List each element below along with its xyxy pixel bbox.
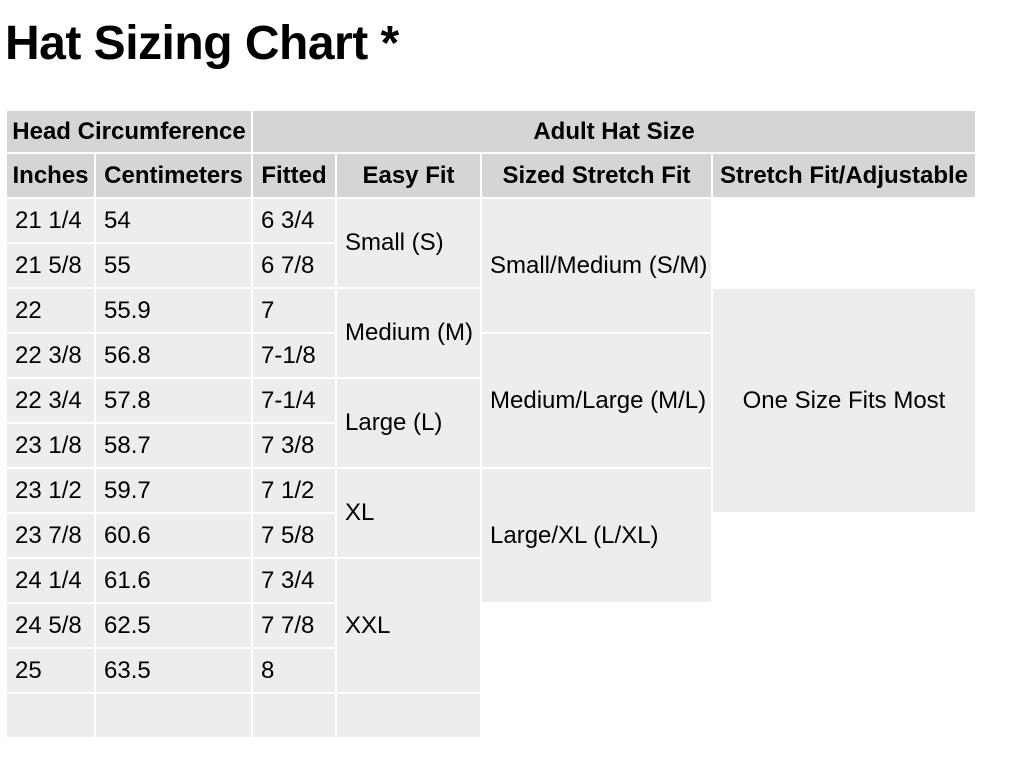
table-row: 21 5/8 55 6 7/8 [7,244,975,287]
table-row: 23 1/8 58.7 7 3/8 [7,424,975,467]
cell-centimeters: 54 [96,199,251,242]
cell-centimeters: 63.5 [96,649,251,692]
cell-easy-fit-xxl: XXL [337,559,480,692]
col-header-sized-stretch-fit: Sized Stretch Fit [482,154,711,197]
cell-easy-fit-small: Small (S) [337,199,480,287]
cell-centimeters: 62.5 [96,604,251,647]
cell-fitted: 7-1/8 [253,334,335,377]
page-title: Hat Sizing Chart * [5,17,399,70]
cell-inches: 23 1/2 [7,469,94,512]
hat-sizing-table: Head Circumference Adult Hat Size Inches… [5,109,977,739]
cell-inches: 23 7/8 [7,514,94,557]
cell-easy-fit-medium: Medium (M) [337,289,480,377]
cell-easy-fit-large: Large (L) [337,379,480,467]
cell-centimeters: 61.6 [96,559,251,602]
blank-cell-sized-stretch-bottom [482,604,711,737]
cell-inches: 21 5/8 [7,244,94,287]
header-adult-hat-size: Adult Hat Size [253,111,975,152]
blank-cell-adjustable-top [713,199,975,287]
cell-adjustable-one-size-fits-most: One Size Fits Most [713,289,975,512]
cell-fitted: 7-1/4 [253,379,335,422]
col-header-fitted: Fitted [253,154,335,197]
cell-fitted: 7 7/8 [253,604,335,647]
col-header-stretch-fit-adjustable: Stretch Fit/Adjustable [713,154,975,197]
table-row [7,694,975,737]
header-group-row: Head Circumference Adult Hat Size [7,111,975,152]
cell-inches: 24 1/4 [7,559,94,602]
cell-fitted: 7 3/8 [253,424,335,467]
table-row: 21 1/4 54 6 3/4 Small (S) Small/Medium (… [7,199,975,332]
table-row: 24 1/4 61.6 7 3/4 XXL [7,559,975,692]
col-header-inches: Inches [7,154,94,197]
cell-centimeters: 57.8 [96,379,251,422]
cell-sized-stretch-medium-large: Medium/Large (M/L) [482,334,711,467]
cell-sized-stretch-large-xl: Large/XL (L/XL) [482,469,711,602]
table-row: 24 5/8 62.5 7 7/8 [7,604,975,647]
cell-fitted: 7 [253,289,335,332]
cell-fitted [253,694,335,737]
cell-fitted: 7 5/8 [253,514,335,557]
cell-centimeters: 60.6 [96,514,251,557]
blank-cell-adjustable-bottom [713,514,975,737]
cell-inches: 21 1/4 [7,199,94,242]
table-row: 23 1/2 59.7 7 1/2 XL Large/XL (L/XL) [7,469,975,602]
empty-cell-easy-fit [337,694,480,737]
table-row: 25 63.5 8 [7,649,975,692]
header-head-circumference: Head Circumference [7,111,251,152]
cell-inches: 22 3/4 [7,379,94,422]
cell-easy-fit-xl: XL [337,469,480,557]
cell-centimeters: 56.8 [96,334,251,377]
cell-inches: 23 1/8 [7,424,94,467]
cell-inches: 22 3/8 [7,334,94,377]
cell-fitted: 6 3/4 [253,199,335,242]
col-header-easy-fit: Easy Fit [337,154,480,197]
col-header-centimeters: Centimeters [96,154,251,197]
cell-inches [7,694,94,737]
cell-centimeters: 59.7 [96,469,251,512]
cell-fitted: 8 [253,649,335,692]
cell-inches: 22 [7,289,94,332]
cell-fitted: 7 1/2 [253,469,335,512]
cell-fitted: 7 3/4 [253,559,335,602]
cell-fitted: 6 7/8 [253,244,335,287]
cell-centimeters [96,694,251,737]
cell-inches: 24 5/8 [7,604,94,647]
table-row: 22 3/4 57.8 7-1/4 Large (L) [7,379,975,467]
table-row: 23 7/8 60.6 7 5/8 [7,514,975,557]
cell-inches: 25 [7,649,94,692]
table-row: 22 3/8 56.8 7-1/8 Medium/Large (M/L) [7,334,975,467]
column-header-row: Inches Centimeters Fitted Easy Fit Sized… [7,154,975,197]
cell-centimeters: 58.7 [96,424,251,467]
table-row: 22 55.9 7 Medium (M) One Size Fits Most [7,289,975,512]
cell-centimeters: 55 [96,244,251,287]
cell-sized-stretch-small-medium: Small/Medium (S/M) [482,199,711,332]
cell-centimeters: 55.9 [96,289,251,332]
